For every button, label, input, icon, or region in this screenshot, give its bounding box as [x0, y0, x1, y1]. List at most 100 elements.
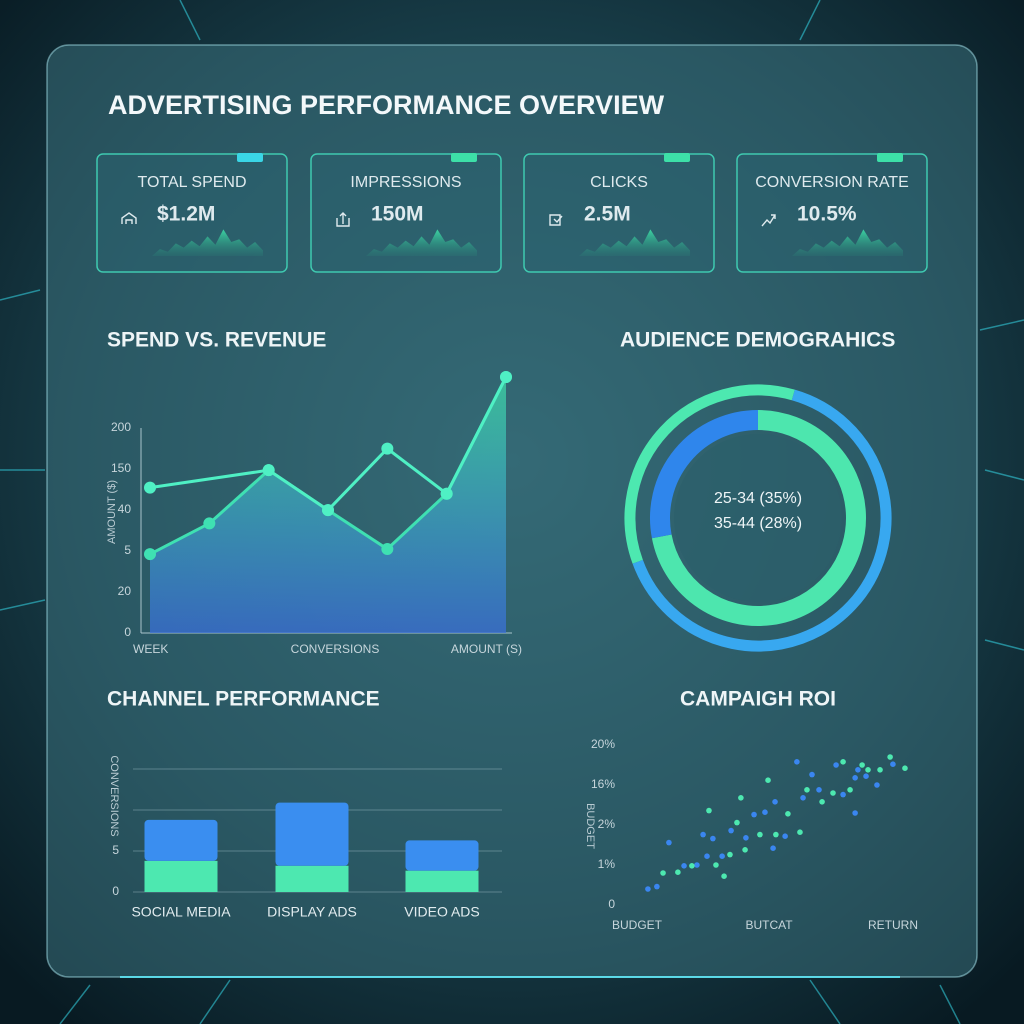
y-tick-label: 5 — [112, 843, 119, 857]
scatter-point — [865, 767, 871, 773]
scatter-point — [762, 809, 768, 815]
scatter-point — [770, 845, 776, 851]
scatter-point — [859, 762, 865, 768]
point — [381, 543, 394, 556]
donut-hole — [674, 434, 842, 602]
section-title: CAMPAIGH ROI — [680, 688, 836, 711]
scatter-point — [794, 759, 800, 765]
y-tick-label: 16% — [591, 777, 615, 791]
scatter-point — [887, 754, 893, 760]
scatter-point — [852, 775, 858, 781]
scatter-point — [890, 761, 896, 767]
scatter-point — [727, 851, 733, 858]
point — [500, 371, 512, 383]
kpi-icon — [549, 214, 563, 226]
center-label: 35-44 (28%) — [714, 515, 802, 532]
y-axis-title: BUDGET — [584, 803, 596, 849]
donut-segment — [650, 410, 759, 539]
kpi-tab — [451, 153, 477, 162]
kpi-label: TOTAL SPEND — [137, 174, 246, 191]
y-tick-label: 0 — [124, 625, 131, 639]
scatter-point — [833, 762, 839, 768]
scatter-point — [809, 771, 815, 778]
y-tick-label: 2% — [598, 817, 616, 831]
y-tick-label: 20% — [591, 737, 615, 751]
scatter-point — [773, 831, 779, 838]
bar-segment — [275, 865, 349, 892]
point — [440, 487, 453, 500]
y-tick-label: 5 — [124, 543, 131, 557]
y-axis-title: AMOUNT ($) — [106, 480, 118, 544]
scatter-point — [765, 777, 771, 783]
scatter-point — [830, 790, 836, 796]
y-tick-label: 200 — [111, 420, 131, 434]
scatter-point — [852, 810, 858, 816]
bar-segment — [144, 860, 218, 892]
scatter-point — [840, 791, 846, 798]
point — [262, 464, 275, 477]
scatter-point — [681, 863, 687, 869]
kpi-value: 10.5% — [797, 203, 857, 226]
x-axis-label: AMOUNT (S) — [451, 642, 522, 656]
scatter-point — [738, 795, 744, 801]
scatter-point — [719, 853, 725, 859]
kpi-icon — [761, 214, 776, 227]
area — [150, 377, 506, 633]
scatter-point — [721, 873, 727, 879]
scatter-point — [902, 765, 908, 771]
scatter-point — [675, 869, 681, 875]
scatter-point — [689, 863, 695, 869]
scatter-point — [847, 787, 853, 793]
scatter-point — [797, 829, 803, 835]
kpi-sparkline — [579, 229, 690, 256]
scatter-point — [877, 767, 883, 773]
scatter-point — [710, 835, 716, 842]
scatter-point — [874, 782, 880, 788]
y-tick-label: 40 — [118, 502, 132, 516]
scatter-point — [751, 811, 757, 818]
kpi-label: IMPRESSIONS — [350, 174, 461, 191]
scatter-point — [782, 833, 788, 839]
scatter-point — [785, 811, 791, 817]
center-label: 25-34 (35%) — [714, 490, 802, 507]
donut-segment — [624, 384, 795, 564]
bar-segment — [275, 802, 349, 866]
point — [144, 481, 156, 494]
scatter-point — [772, 799, 778, 805]
kpi-label: CLICKS — [590, 174, 648, 191]
scatter-point — [819, 799, 825, 805]
bar-segment — [405, 840, 479, 871]
x-axis-label: CONVERSIONS — [291, 642, 380, 656]
kpi-sparkline — [152, 229, 263, 256]
scatter-point — [800, 795, 806, 801]
scatter-point — [704, 853, 710, 859]
y-tick-label: 150 — [111, 461, 131, 475]
kpi-value: 150M — [371, 203, 424, 226]
scatter-point — [757, 831, 763, 838]
kpi-sparkline — [792, 229, 903, 256]
scatter-point — [855, 767, 861, 773]
kpi-icon — [336, 212, 350, 227]
x-axis-label: RETURN — [868, 918, 918, 932]
y-tick-label: 0 — [112, 884, 119, 898]
point — [144, 548, 156, 561]
scatter-point — [666, 839, 672, 846]
kpi-value: 2.5M — [584, 203, 631, 226]
scatter-point — [713, 862, 719, 868]
kpi-value: $1.2M — [157, 203, 215, 226]
scatter-point — [694, 862, 700, 868]
y-axis-title: CONVERSIONS — [108, 755, 120, 836]
section-title: SPEND VS. REVENUE — [107, 329, 326, 352]
scatter-point — [645, 886, 651, 892]
ring-rest — [651, 410, 866, 626]
y-tick-label: 0 — [608, 897, 615, 911]
point — [203, 517, 216, 530]
kpi-tab — [664, 153, 690, 162]
x-axis-label: WEEK — [133, 642, 168, 656]
kpi-tab — [877, 153, 903, 162]
point — [322, 504, 334, 517]
x-tick-label: SOCIAL MEDIA — [131, 904, 231, 920]
line — [149, 376, 508, 513]
scatter-point — [816, 787, 822, 793]
